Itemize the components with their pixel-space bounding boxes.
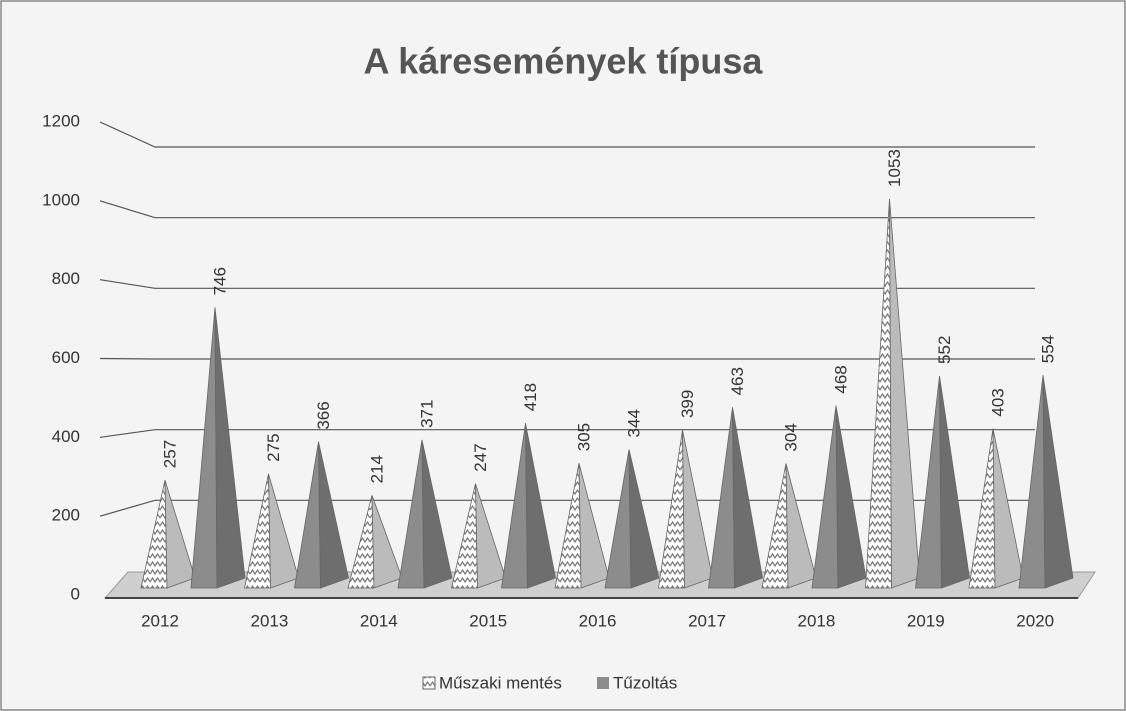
value-label: 554	[1038, 335, 1057, 363]
y-tick-label: 0	[71, 584, 80, 603]
pyramid	[604, 449, 660, 589]
x-tick-label: 2015	[469, 611, 507, 630]
pyramid-side	[214, 307, 246, 589]
grid-line	[99, 357, 1035, 360]
legend-label: Műszaki mentés	[439, 673, 562, 692]
legend-label: Tűzoltás	[613, 673, 677, 692]
value-label: 399	[678, 390, 697, 418]
pyramid-side	[371, 495, 403, 589]
pyramid	[554, 463, 610, 589]
pyramid-side	[785, 463, 817, 589]
pyramid-side	[1042, 375, 1074, 589]
pyramid	[244, 473, 299, 589]
pyramid	[1018, 375, 1074, 589]
value-label: 418	[521, 383, 540, 411]
value-label: 468	[831, 365, 850, 393]
pyramid	[347, 495, 403, 589]
x-tick-label: 2012	[141, 611, 179, 630]
pyramid	[658, 429, 713, 589]
pyramid-side	[835, 405, 867, 589]
pyramid	[915, 375, 970, 589]
chart-title: A káresemények típusa	[364, 41, 764, 82]
pyramid-side	[939, 375, 970, 589]
y-tick-label: 1000	[42, 190, 80, 209]
value-label: 344	[624, 409, 643, 437]
legend: Műszaki mentés Tűzoltás	[422, 673, 677, 692]
value-label: 214	[367, 455, 386, 483]
value-label: 403	[988, 388, 1007, 416]
x-tick-label: 2019	[907, 611, 945, 630]
value-label: 257	[160, 440, 179, 468]
pyramid	[811, 405, 867, 589]
value-label: 463	[728, 367, 747, 395]
value-label: 366	[314, 401, 333, 429]
grid-line	[99, 429, 1035, 438]
pyramid	[294, 441, 349, 589]
grid-line	[99, 200, 1035, 219]
x-tick-label: 2014	[360, 611, 398, 630]
y-tick-label: 1200	[42, 111, 80, 130]
pyramid	[140, 480, 196, 589]
x-tick-label: 2013	[250, 611, 288, 630]
value-label: 746	[210, 267, 229, 295]
legend-swatch	[597, 677, 609, 689]
pyramid-side	[525, 423, 556, 589]
pyramid	[865, 198, 920, 589]
pyramid-side	[889, 198, 920, 589]
value-label: 552	[935, 336, 954, 364]
pyramid-side	[318, 441, 349, 589]
pyramid	[501, 423, 556, 589]
grid-line	[99, 279, 1035, 289]
x-tick-label: 2018	[797, 611, 835, 630]
pyramid-side	[578, 463, 610, 589]
pyramid-side	[682, 429, 713, 589]
pyramid	[968, 428, 1024, 589]
x-tick-label: 2017	[688, 611, 726, 630]
grid-line	[99, 121, 1035, 148]
pyramid-side	[268, 473, 299, 589]
pyramid-side	[421, 439, 453, 589]
y-tick-label: 600	[52, 348, 80, 367]
pyramid-side	[732, 407, 763, 589]
pyramid	[761, 463, 817, 589]
value-label: 1053	[885, 149, 904, 187]
pyramid	[708, 407, 763, 589]
pyramid-side	[628, 449, 660, 589]
pyramid	[190, 307, 246, 589]
value-label: 371	[417, 400, 436, 428]
pyramid-side	[992, 428, 1024, 589]
y-tick-label: 400	[52, 427, 80, 446]
value-label: 247	[471, 443, 490, 471]
pyramid	[450, 483, 506, 589]
value-label: 275	[264, 433, 283, 461]
x-tick-label: 2020	[1016, 611, 1054, 630]
x-tick-label: 2016	[579, 611, 617, 630]
value-label: 304	[781, 423, 800, 451]
y-tick-label: 200	[52, 506, 80, 525]
y-tick-label: 800	[52, 269, 80, 288]
legend-swatch	[422, 676, 436, 690]
pyramid-side	[164, 480, 196, 589]
pyramid	[397, 439, 453, 589]
value-label: 305	[574, 423, 593, 451]
pyramid-side	[475, 483, 506, 589]
